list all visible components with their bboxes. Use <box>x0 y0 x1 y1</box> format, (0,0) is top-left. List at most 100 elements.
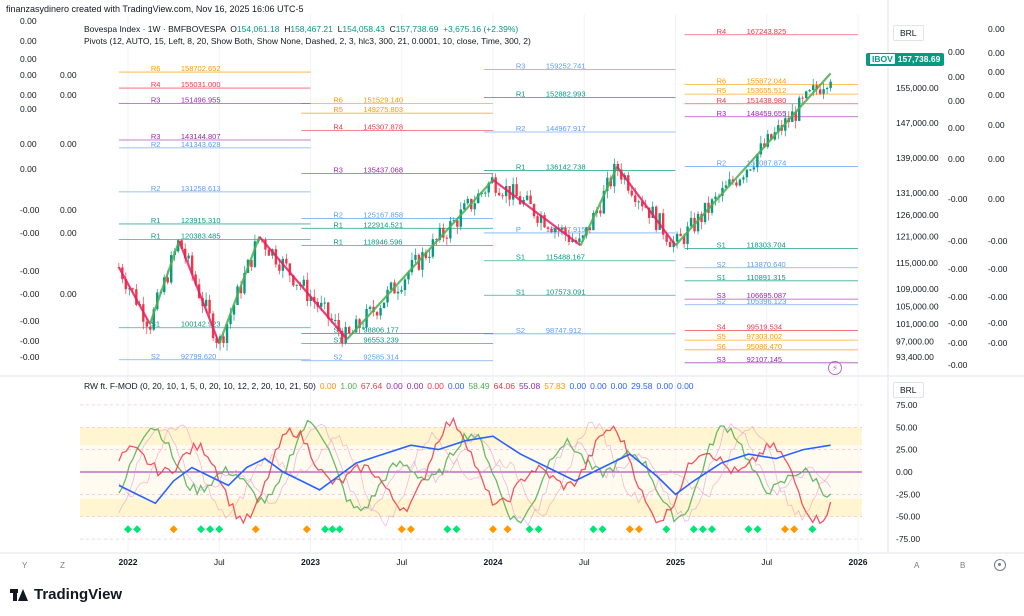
candle-body <box>285 258 288 264</box>
candle-body <box>407 272 410 280</box>
brand-name: TradingView <box>34 586 123 603</box>
candle-body <box>665 234 668 242</box>
zigzag-segment <box>674 72 832 247</box>
tradingview-logo[interactable]: TradingView <box>10 586 122 603</box>
price-tick-label: 147,000.00 <box>896 118 939 128</box>
orange-diamond-marker <box>781 525 789 534</box>
settings-icon[interactable] <box>994 559 1006 571</box>
indicator-currency-label[interactable]: BRL <box>893 382 924 398</box>
pivot-price: 151529.140 <box>363 95 403 104</box>
candle-body <box>368 306 372 309</box>
candle-body <box>295 284 299 286</box>
pivot-label: R1 <box>333 238 343 247</box>
candle-body <box>330 318 333 321</box>
pivot-price: 107573.091 <box>546 287 586 296</box>
candle-body <box>473 203 476 210</box>
pivot-price: 167243.825 <box>747 27 787 36</box>
candle-body <box>714 196 717 200</box>
candle-body <box>529 195 532 205</box>
axis-button-y[interactable]: Y <box>22 561 28 570</box>
candle-body <box>431 239 435 257</box>
symbol-legend[interactable]: Bovespa Index · 1W · BMFBOVESPA O154,061… <box>84 24 519 34</box>
pivot-label: R2 <box>151 184 161 193</box>
left-scale-label-2: 0.00 <box>60 289 77 299</box>
zigzag-lines <box>117 72 832 345</box>
indicator-title[interactable]: RW ft. F-MOD (0, 20, 10, 1, 5, 0, 20, 10… <box>84 381 316 391</box>
pivot-label: R1 <box>151 216 161 225</box>
time-tick-label: Jul <box>761 557 772 567</box>
indicator-value: 58.49 <box>468 381 490 391</box>
right-scale-label: 0.00 <box>988 48 1005 58</box>
pivot-label: R3 <box>151 132 161 141</box>
lightning-icon[interactable]: ⚡ <box>828 361 842 375</box>
pivot-label: R5 <box>333 105 343 114</box>
pivot-label: R4 <box>151 80 161 89</box>
symbol-title[interactable]: Bovespa Index · 1W · BMFBOVESPA <box>84 24 226 34</box>
pivot-label: S1 <box>717 240 726 249</box>
pivot-label: R3 <box>516 62 526 71</box>
pivots-legend[interactable]: Pivots (12, AUTO, 15, Left, 8, 20, Show … <box>84 36 531 46</box>
candle-body <box>194 274 197 285</box>
green-diamond-marker <box>534 525 543 534</box>
indicator-tick-label: 75.00 <box>896 400 918 410</box>
candle-body <box>487 183 490 193</box>
pivot-price: 149275.803 <box>363 105 403 114</box>
candle-body <box>606 177 609 191</box>
pivot-price: 144967.917 <box>546 124 586 133</box>
candle-body <box>239 286 243 294</box>
right-scale-label-3: -0.00 <box>948 338 968 348</box>
candle-body <box>571 240 574 243</box>
candle-body <box>208 299 211 314</box>
candle-body <box>564 227 567 235</box>
pivot-price: 98806.177 <box>363 326 398 335</box>
candle-body <box>333 319 337 321</box>
pivot-label: R2 <box>717 158 727 167</box>
oscillator-line <box>118 416 832 525</box>
candle-body <box>822 89 825 94</box>
left-scale-label-2: 0.00 <box>60 228 77 238</box>
candle-body <box>152 309 155 330</box>
indicator-legend[interactable]: RW ft. F-MOD (0, 20, 10, 1, 5, 0, 20, 10… <box>84 381 702 391</box>
pivot-price: 152882.993 <box>546 89 586 98</box>
time-tick-label: 2026 <box>849 557 868 567</box>
indicator-value: 57.83 <box>544 381 566 391</box>
right-scale-label-3: -0.00 <box>948 360 968 370</box>
right-scale-label-3: -0.00 <box>948 194 968 204</box>
green-diamond-marker <box>589 525 598 534</box>
indicator-value: 0.00 <box>656 381 673 391</box>
green-diamond-marker <box>443 525 452 534</box>
candle-body <box>675 233 679 242</box>
candle-body <box>459 209 462 227</box>
candle-body <box>361 327 365 329</box>
pivots-indicator-title[interactable]: Pivots (12, AUTO, 15, Left, 8, 20, Show … <box>84 36 531 46</box>
candle-body <box>204 299 208 307</box>
candle-body <box>588 227 592 231</box>
candle-body <box>829 81 832 89</box>
pivot-label: R1 <box>516 163 526 172</box>
axis-button-b[interactable]: B <box>960 561 966 570</box>
right-scale-label-2: 0.00 <box>948 154 965 164</box>
axis-button-a[interactable]: A <box>914 561 920 570</box>
price-tag-value: 157,738.69 <box>897 54 941 64</box>
pivot-label: S1 <box>333 335 342 344</box>
candle-body <box>292 275 295 286</box>
zigzag-segment <box>178 240 221 345</box>
oscillator-line <box>118 422 831 527</box>
axis-button-z[interactable]: Z <box>60 561 65 570</box>
currency-label[interactable]: BRL <box>893 25 924 41</box>
pivot-label: R6 <box>151 64 161 73</box>
pivot-label: R3 <box>151 96 161 105</box>
pivot-label: S2 <box>151 352 160 361</box>
pivot-label: R3 <box>717 109 727 118</box>
price-tick-label: 109,000.00 <box>896 284 939 294</box>
indicator-value: 0.00 <box>610 381 628 391</box>
pivot-price: 95086.470 <box>747 342 782 351</box>
pivot-price: 159252.741 <box>546 62 586 71</box>
zigzag-segment <box>148 240 181 325</box>
price-tick-label: 93,400.00 <box>896 352 934 362</box>
zigzag-segment <box>616 166 677 247</box>
candle-body <box>641 201 644 207</box>
time-tick-label: Jul <box>579 557 590 567</box>
time-tick-label: Jul <box>396 557 407 567</box>
